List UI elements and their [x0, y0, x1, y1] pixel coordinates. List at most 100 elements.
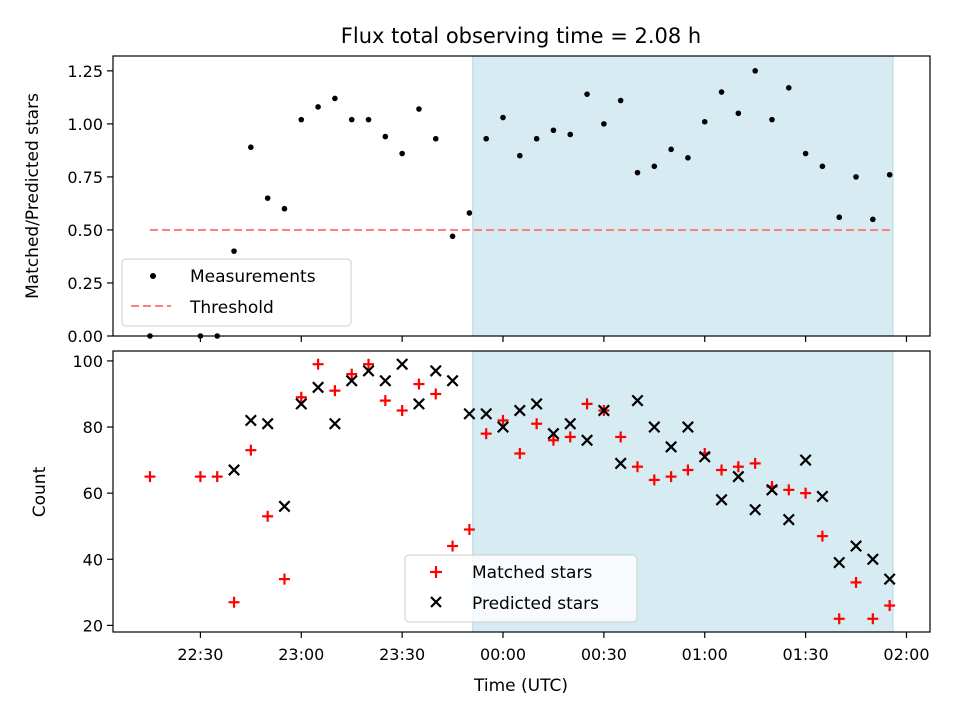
predicted-star-point — [530, 397, 543, 410]
measurement-point — [231, 248, 237, 254]
predicted-star-point — [883, 573, 896, 586]
predicted-star-point — [396, 358, 409, 371]
matched-star-point — [447, 540, 459, 552]
measurement-point — [668, 146, 674, 153]
measurement-point — [248, 144, 254, 151]
measurement-point — [802, 150, 809, 157]
predicted-star-point — [564, 417, 577, 430]
matched-star-point — [278, 573, 290, 585]
predicted-star-point — [581, 434, 594, 447]
matched-star-point — [850, 576, 862, 588]
ratio-y-tick-label: 0.25 — [67, 274, 103, 293]
measurement-point — [601, 121, 607, 127]
predicted-star-point — [513, 404, 526, 417]
measurement-point — [718, 89, 725, 95]
matched-star-point — [262, 510, 274, 522]
predicted-star-point — [799, 454, 812, 467]
predicted-star-point — [328, 417, 341, 430]
chart-title: Flux total observing time = 2.08 h — [341, 24, 701, 48]
measurement-point — [382, 133, 389, 140]
predicted-star-point — [463, 407, 476, 420]
predicted-star-point — [244, 414, 257, 427]
matched-star-point — [245, 444, 257, 456]
matched-star-point — [867, 613, 879, 625]
predicted-star-point — [412, 397, 425, 410]
count-x-ticks: 22:30 23:00 23:30 00:00 00:30 01:00 01:30 02:00 — [177, 632, 930, 664]
count-y-ticks: 20 40 60 80 100 — [72, 352, 113, 635]
predicted-star-point — [614, 457, 627, 470]
predicted-star-point — [698, 450, 711, 463]
measurement-point — [281, 205, 288, 212]
predicted-star-point — [379, 374, 392, 387]
measurement-point — [517, 152, 523, 159]
measurement-point — [298, 116, 305, 123]
measurement-point — [567, 131, 574, 138]
count-y-tick-label: 60 — [83, 484, 103, 503]
observing-window-shade — [472, 55, 894, 337]
measurement-point — [886, 171, 893, 178]
measurement-point — [264, 195, 271, 201]
count-y-axis-label: Count — [30, 466, 50, 517]
measurement-point — [399, 150, 405, 157]
predicted-star-point — [295, 397, 308, 410]
count-y-tick-label: 40 — [83, 550, 103, 569]
measurement-point — [836, 214, 843, 221]
measurement-point — [533, 135, 540, 142]
ratio-y-ticks: 0.00 0.25 0.50 0.75 1.00 1.25 — [67, 62, 113, 346]
matched-stars-points — [144, 358, 896, 625]
matched-star-point — [716, 464, 728, 476]
measurement-points — [147, 68, 893, 339]
matched-star-point — [346, 368, 358, 380]
matched-star-point — [581, 398, 593, 410]
count-panel: 20 40 60 80 100 22:30 23:00 23:30 00:00 00:30 01:… — [30, 350, 931, 696]
predicted-star-point — [782, 513, 795, 526]
predicted-star-point — [345, 374, 358, 387]
predicted-star-point — [261, 417, 274, 430]
legend-measurements-label: Measurements — [190, 267, 316, 287]
matched-star-point — [547, 434, 559, 446]
matched-star-point — [665, 471, 677, 483]
predicted-star-point — [816, 490, 829, 503]
measurement-point — [701, 118, 708, 125]
count-legend: Matched stars Predicted stars — [404, 554, 638, 623]
matched-star-point — [631, 461, 643, 473]
predicted-star-point — [362, 364, 375, 377]
count-x-tick-label: 00:30 — [581, 645, 627, 664]
measurement-point — [634, 169, 641, 176]
count-x-tick-label: 23:30 — [379, 645, 425, 664]
count-x-tick-label: 02:00 — [883, 645, 929, 664]
matched-star-point — [732, 461, 744, 473]
legend-measurement-marker — [150, 273, 156, 279]
legend-predicted-label: Predicted stars — [472, 594, 599, 614]
matched-star-point — [363, 358, 375, 370]
matched-star-point — [295, 391, 307, 403]
legend-threshold-label: Threshold — [189, 298, 274, 318]
count-x-tick-label: 22:30 — [177, 645, 223, 664]
matched-star-point — [312, 358, 324, 370]
predicted-star-point — [749, 503, 762, 516]
matched-star-point — [514, 447, 526, 459]
predicted-star-point — [480, 407, 493, 420]
predicted-star-point — [446, 374, 459, 387]
predicted-star-point — [833, 556, 846, 569]
count-x-tick-label: 01:00 — [682, 645, 728, 664]
matched-star-point — [531, 418, 543, 430]
predicted-stars-points — [228, 358, 896, 586]
predicted-star-point — [732, 470, 745, 483]
measurement-point — [870, 216, 876, 223]
matched-star-point — [648, 474, 660, 486]
measurement-point — [752, 68, 758, 74]
measurement-point — [483, 135, 489, 142]
matched-star-point — [228, 596, 240, 608]
measurement-point — [617, 97, 624, 104]
predicted-star-point — [631, 394, 644, 407]
measurement-point — [432, 135, 439, 142]
measurement-point — [819, 163, 826, 170]
predicted-star-point — [766, 483, 778, 496]
count-x-tick-label: 00:00 — [480, 645, 526, 664]
predicted-star-point — [866, 553, 879, 566]
count-y-tick-label: 80 — [83, 418, 103, 437]
ratio-y-axis-label: Matched/Predicted stars — [23, 93, 43, 299]
matched-star-point — [194, 471, 206, 483]
ratio-x-ticks — [199, 336, 908, 342]
